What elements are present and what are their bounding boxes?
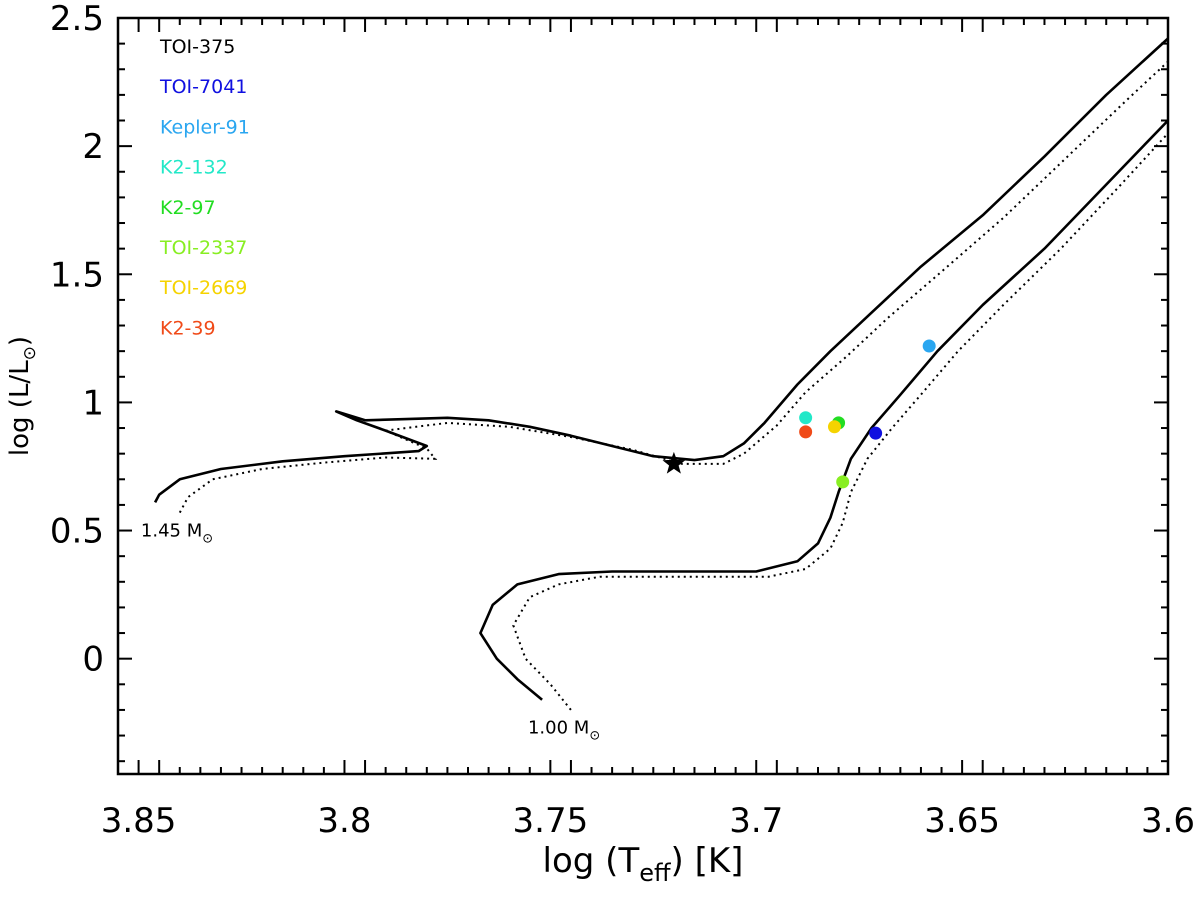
plot-frame [116,16,1170,776]
legend-entry: Kepler-91 [160,116,250,138]
x-tick-label: 3.8 [317,801,371,841]
y-tick-label: 2.5 [50,0,104,39]
evolutionary-tracks [153,37,1169,711]
legend-entry: TOI-7041 [159,76,247,98]
y-axis-title-prefix: log (L/L [5,360,35,456]
star-point [869,426,883,440]
track-mass-sub: ⊙ [589,729,600,744]
star-points [662,339,936,489]
x-axis-title: log (Teff) [K] [543,841,744,887]
y-axis-title-suffix: ) [5,336,35,346]
y-tick-label: 1.5 [50,255,104,295]
legend-entry: K2-132 [160,157,228,179]
star-point [827,420,841,434]
y-tick-label: 2 [82,127,104,167]
x-tick-label: 3.85 [101,801,177,841]
x-axis-title-prefix: log (T [543,841,640,881]
legend-entry: K2-39 [160,317,216,339]
star-marker [662,451,686,474]
x-tick-label: 3.7 [729,801,783,841]
legend-entry: K2-97 [160,197,216,219]
x-axis-title-suffix: ) [K] [671,841,744,881]
y-tick-label: 0 [82,640,104,680]
star-point [799,425,813,439]
track-solid-line [479,119,1169,701]
y-tick-label: 0.5 [50,512,104,552]
x-axis-title-sub: eff [639,859,671,887]
legend-entry: TOI-2337 [159,237,247,259]
star-point [799,411,813,425]
legend-entry: TOI-375 [159,36,235,58]
y-axis-title-sub: ⊙ [20,346,40,360]
track-mass-sub: ⊙ [202,531,213,546]
track-solid-line [153,37,1169,504]
star-point [836,475,850,489]
track-dotted-line [512,132,1169,711]
y-tick-label: 1 [82,383,104,423]
y-axis-title: log (L/L⊙) [5,336,40,456]
legend-entry: TOI-2669 [159,277,247,299]
x-tick-label: 3.65 [924,801,1000,841]
legend: TOI-375 TOI-7041 Kepler-91 K2-132 K2-97 TOI-2… [159,36,250,339]
x-tick-label: 3.75 [513,801,589,841]
x-tick-label: 3.6 [1141,801,1195,841]
star-point [922,339,936,353]
